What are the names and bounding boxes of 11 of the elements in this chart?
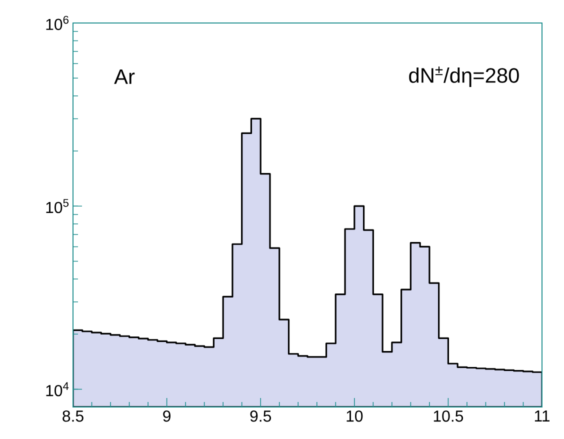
annotation: dN$^{±}$/dη=280 xyxy=(409,66,519,87)
y-tick-label: 10$^{5}$ xyxy=(46,199,69,214)
annotation: Ar xyxy=(114,70,135,84)
x-tick-label: 10.5 xyxy=(434,410,464,422)
y-tick-label: 10$^{6}$ xyxy=(46,16,69,30)
x-tick-label: 8.5 xyxy=(62,410,84,422)
x-tick-label: 10 xyxy=(346,410,363,422)
x-tick-label: 9 xyxy=(163,410,170,422)
x-tick-label: 11 xyxy=(534,410,550,422)
x-tick-label: 9.5 xyxy=(250,410,272,422)
y-tick-label: 10$^{4}$ xyxy=(46,382,69,396)
